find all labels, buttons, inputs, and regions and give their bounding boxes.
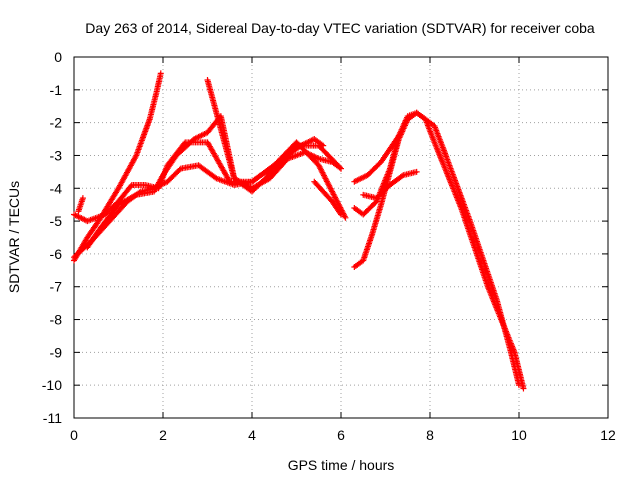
y-tick-label: -6 (50, 246, 63, 262)
y-tick-label: -3 (50, 147, 63, 163)
x-axis-label: GPS time / hours (288, 457, 395, 473)
data-point (413, 168, 420, 175)
y-tick-label: 0 (54, 49, 62, 65)
y-tick-label: -8 (50, 312, 63, 328)
series-track-6 (75, 195, 86, 215)
series-track-5 (204, 76, 344, 192)
series-track-9 (351, 109, 527, 392)
x-tick-label: 6 (337, 427, 345, 443)
data-point (520, 385, 527, 392)
y-tick-label: -9 (50, 344, 63, 360)
series-track-7 (311, 178, 344, 218)
data-point (395, 132, 402, 139)
data-point-marker (398, 173, 405, 180)
x-tick-label: 8 (426, 427, 434, 443)
series-track-10 (351, 132, 402, 185)
data-point (338, 165, 344, 172)
data-point (320, 142, 327, 149)
data-point (342, 214, 349, 221)
data-point (157, 70, 164, 77)
y-tick-label: -10 (42, 377, 62, 393)
data-point (338, 211, 344, 218)
grid-lines (74, 57, 608, 418)
y-tick-label: -4 (50, 180, 63, 196)
y-tick-label: -1 (50, 82, 63, 98)
series-track-11 (360, 168, 420, 202)
y-axis-label: SDTVAR / TECUs (6, 181, 22, 293)
data-points (71, 70, 527, 392)
chart-title: Day 263 of 2014, Sidereal Day-to-day VTE… (85, 20, 595, 36)
y-tick-label: -7 (50, 279, 63, 295)
x-tick-label: 2 (159, 427, 167, 443)
y-tick-label: -11 (43, 410, 62, 426)
y-axis-ticks: 0 -1 -2 -3 -4 -5 -6 -7 -8 -9 -10 -11 (42, 49, 608, 426)
data-point-marker (127, 183, 134, 190)
x-axis-ticks: 0 2 4 6 8 10 12 (70, 57, 616, 443)
x-tick-label: 4 (248, 427, 256, 443)
y-tick-label: -2 (50, 115, 63, 131)
x-tick-label: 12 (600, 427, 616, 443)
x-tick-label: 10 (511, 427, 527, 443)
data-point (79, 195, 86, 202)
x-tick-label: 0 (70, 427, 78, 443)
y-tick-label: -5 (50, 213, 63, 229)
